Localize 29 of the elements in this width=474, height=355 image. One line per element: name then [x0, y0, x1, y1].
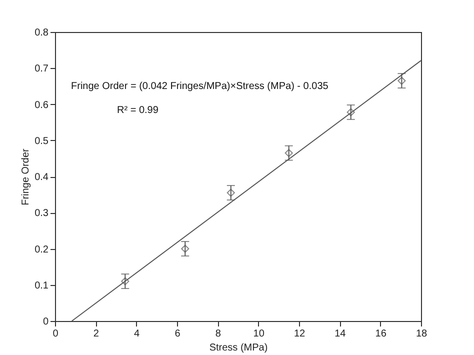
y-tick-label: 0: [42, 316, 49, 328]
x-tick-label: 6: [174, 328, 181, 340]
x-tick-label: 18: [416, 328, 428, 340]
annotation: R² = 0.99: [117, 105, 159, 116]
annotation: Fringe Order = (0.042 Fringes/MPa)×Stress (MPa) - 0.035: [71, 81, 329, 92]
x-tick-label: 10: [253, 328, 265, 340]
y-tick-label: 0.8: [34, 28, 49, 38]
x-tick-label: 0: [52, 328, 59, 340]
point: [398, 76, 406, 85]
point: [181, 244, 190, 253]
point: [121, 277, 130, 286]
y-tick-label: 0.5: [34, 136, 49, 147]
x-tick-label: 14: [334, 328, 346, 340]
y-tick-label: 0.7: [34, 64, 49, 75]
x-tick-label: 12: [294, 328, 306, 340]
x-tick-label: 4: [134, 328, 140, 340]
point: [226, 188, 235, 197]
y-axis-title: Fringe Order: [20, 148, 32, 206]
y-tick-label: 0.3: [34, 208, 49, 220]
x-tick-label: 2: [93, 328, 100, 340]
y-tick-label: 0.2: [34, 244, 49, 256]
x-axis-title: Stress (MPa): [209, 342, 268, 354]
y-tick-label: 0.6: [34, 100, 49, 111]
point: [284, 148, 293, 158]
point: [346, 108, 355, 116]
x-tick-label: 8: [215, 328, 222, 340]
y-tick-label: 0.4: [34, 172, 49, 183]
y-tick-label: 0.1: [34, 280, 49, 292]
x-tick-label: 16: [375, 328, 387, 340]
